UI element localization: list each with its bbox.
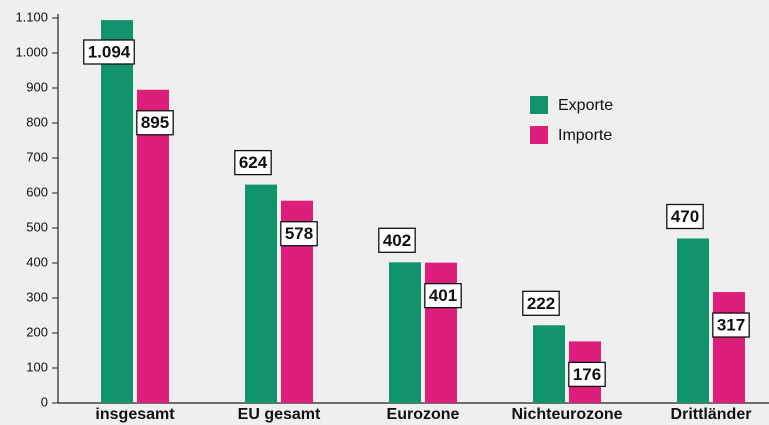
value-label-box (424, 282, 462, 309)
legend-label: Exporte (558, 97, 613, 114)
bar (533, 325, 565, 403)
value-label: 222 (527, 294, 555, 313)
bar (245, 184, 277, 403)
value-label: 895 (141, 113, 169, 132)
value-label: 176 (573, 365, 601, 384)
x-tick-label: Drittländer (671, 406, 752, 423)
legend-swatch (530, 126, 548, 144)
bar (101, 20, 133, 403)
x-tick-label: Eurozone (387, 406, 460, 423)
bar (389, 262, 421, 403)
x-tick-label: Nichteurozone (511, 406, 622, 423)
bar (137, 89, 169, 403)
bar (677, 238, 709, 403)
value-label-box (234, 149, 272, 176)
y-tick-label: 300 (26, 289, 48, 304)
value-label-box (136, 110, 174, 136)
x-tick-label: EU gesamt (238, 406, 321, 423)
value-label: 401 (429, 286, 457, 305)
legend-label: Importe (558, 127, 612, 144)
y-tick-label: 900 (26, 79, 48, 94)
y-tick-label: 800 (26, 114, 48, 129)
y-tick-label: 1.000 (15, 44, 48, 59)
y-tick-label: 1.100 (15, 9, 48, 24)
value-label-box (712, 312, 750, 338)
value-label-box (83, 39, 135, 65)
value-label-box (280, 221, 318, 247)
value-label: 624 (239, 153, 268, 172)
value-label: 578 (285, 224, 313, 243)
y-tick-label: 700 (26, 149, 48, 164)
x-tick-label: insgesamt (95, 406, 175, 423)
value-label-box (522, 290, 560, 316)
y-tick-label: 200 (26, 324, 48, 339)
value-label: 1.094 (88, 42, 131, 61)
y-tick-label: 400 (26, 254, 48, 269)
value-label: 470 (671, 207, 699, 226)
y-tick-label: 100 (26, 359, 48, 374)
y-tick-label: 500 (26, 219, 48, 234)
legend-swatch (530, 96, 548, 114)
y-tick-label: 0 (41, 394, 48, 409)
value-label-box (378, 227, 416, 253)
bar (713, 292, 745, 403)
value-label: 317 (717, 316, 745, 335)
y-tick-label: 600 (26, 184, 48, 199)
value-label-box (568, 361, 606, 388)
value-label-box (666, 203, 704, 230)
value-label: 402 (383, 231, 411, 250)
